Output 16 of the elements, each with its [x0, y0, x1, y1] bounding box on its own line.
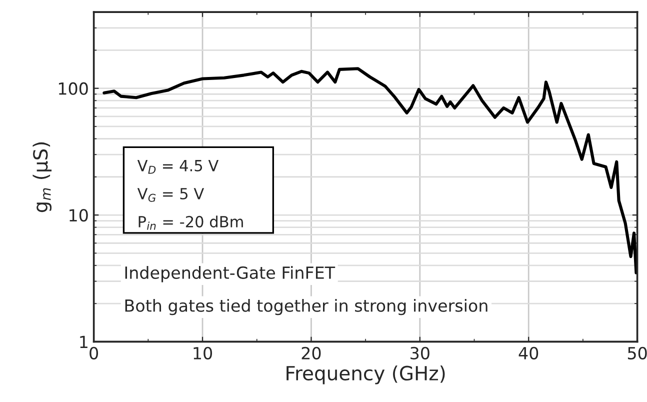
annotation: Independent-Gate FinFET	[125, 266, 336, 282]
x-tick-label: 20	[302, 346, 321, 360]
y-tick-label: 10	[70, 208, 88, 222]
annotation: V$_{D}$ = 4.5 V	[137, 160, 219, 174]
x-tick-label: 0	[90, 346, 98, 360]
x-tick-label: 40	[518, 346, 538, 360]
x-tick-label: 50	[628, 346, 647, 360]
y-axis-title: g$_{m}$ (µS)	[32, 142, 52, 212]
x-tick-label: 30	[410, 346, 430, 360]
y-tick-label: 100	[58, 82, 88, 95]
annotation: P$_{in}$ = -20 dBm	[138, 216, 243, 230]
y-tick-label: 1	[80, 336, 88, 348]
x-axis-title: Frequency (GHz)	[286, 365, 445, 384]
x-tick-label: 10	[194, 346, 212, 360]
annotation: V$_{G}$ = 5 V	[137, 188, 204, 202]
annotation: Both gates tied together in strong inversion	[125, 299, 488, 316]
